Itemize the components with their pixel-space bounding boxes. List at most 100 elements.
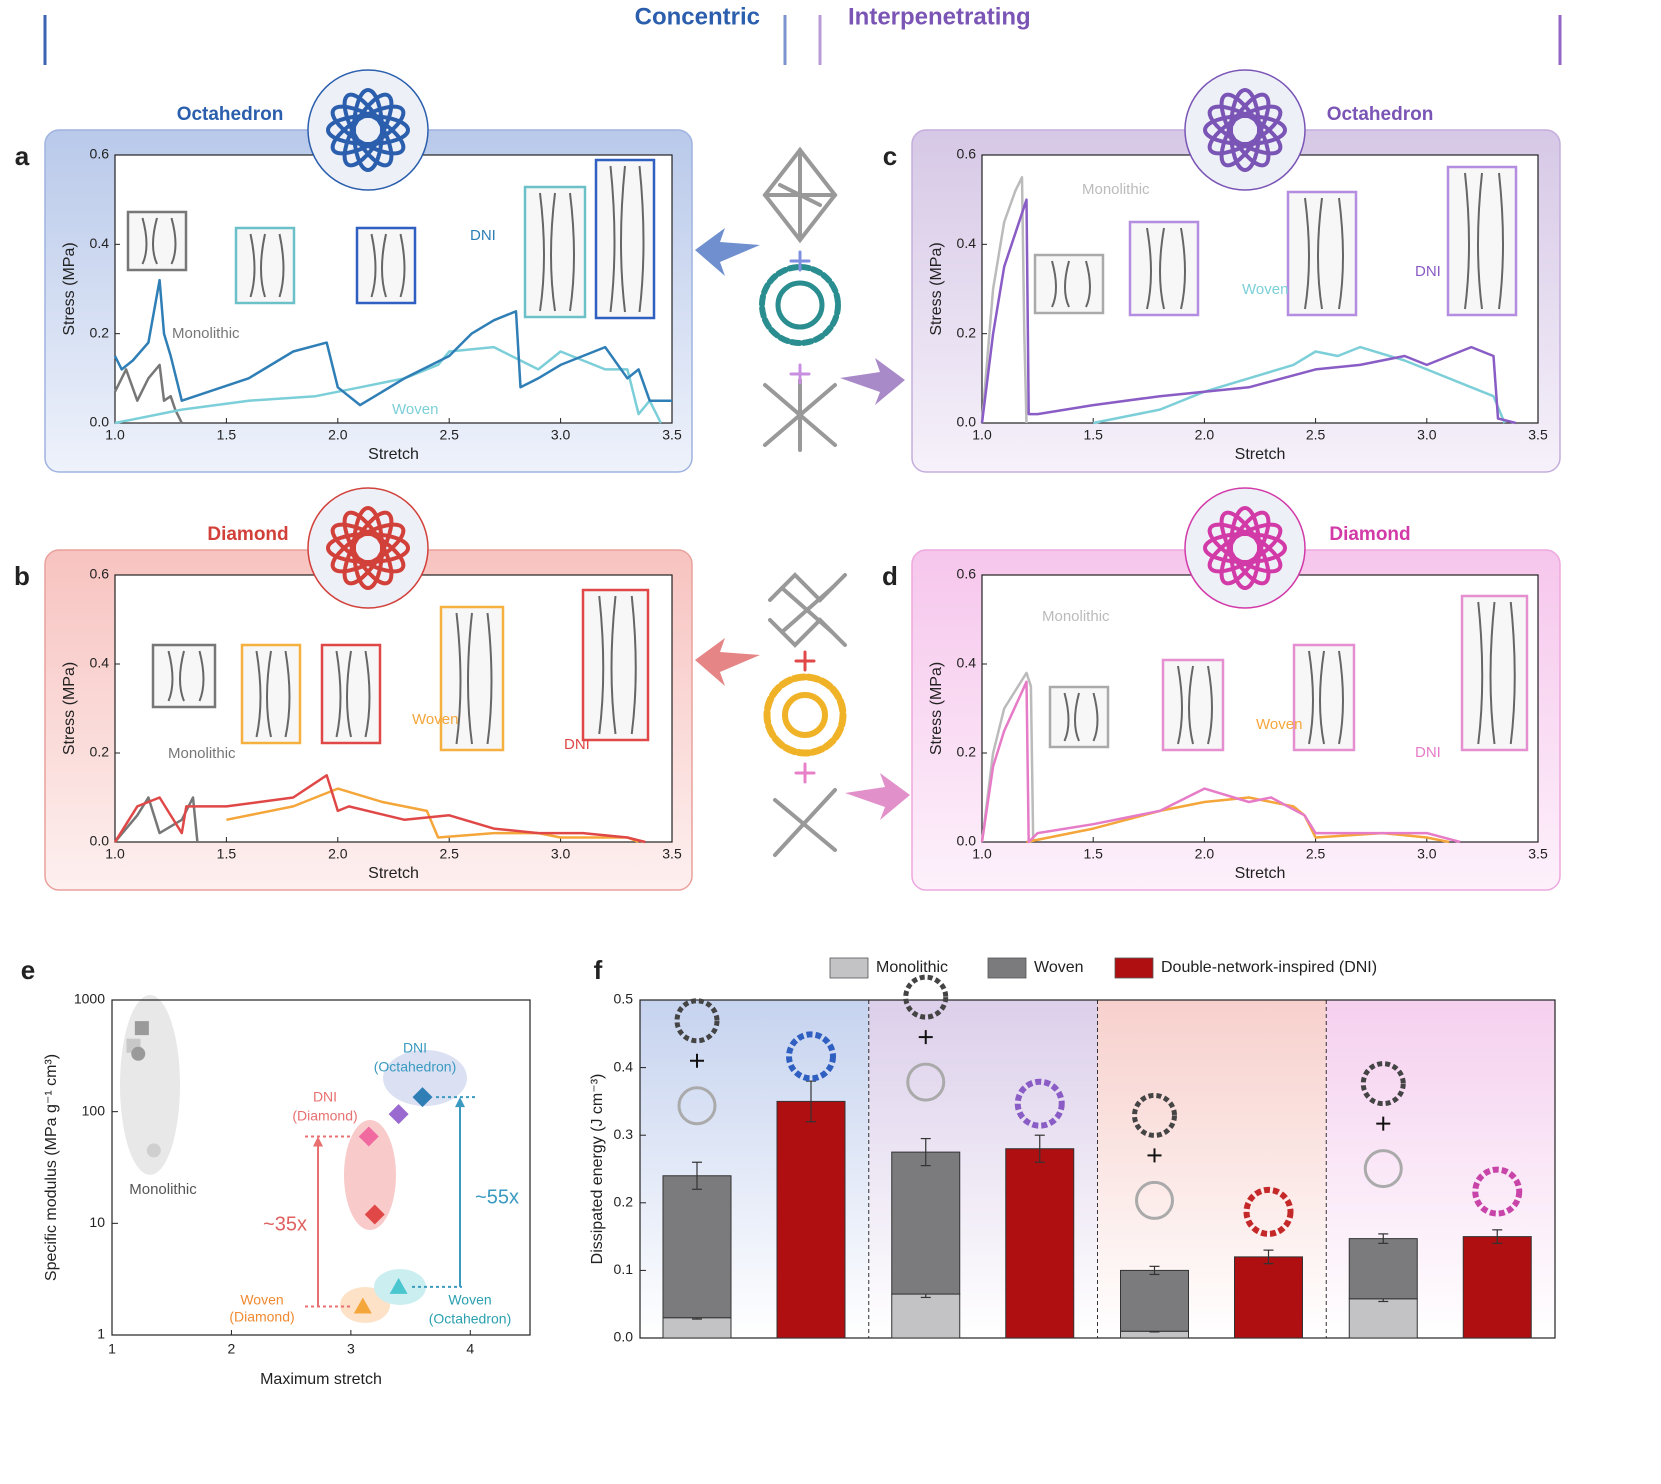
inset-strut xyxy=(1207,665,1213,745)
inset-strut xyxy=(620,165,626,313)
structure-icon xyxy=(677,1086,717,1126)
y-tick-label: 100 xyxy=(82,1102,106,1118)
inset-strut xyxy=(1464,172,1470,310)
inset-frame xyxy=(1446,165,1518,317)
group-shade xyxy=(344,1120,396,1230)
x-tick-label: 3.0 xyxy=(551,846,571,862)
annotation: (Diamond) xyxy=(229,1309,294,1325)
y-tick-label: 0.0 xyxy=(614,1329,634,1345)
x-tick-label: 2.0 xyxy=(1195,846,1215,862)
panel-letter: c xyxy=(883,141,897,171)
inset-frame xyxy=(581,588,650,742)
y-axis-label: Stress (MPa) xyxy=(928,242,945,335)
x-tick-label: 2 xyxy=(228,1341,236,1357)
structure-icon xyxy=(1132,1092,1177,1138)
y-tick-label: 0.4 xyxy=(957,235,977,251)
y-tick-label: 0.6 xyxy=(90,146,110,162)
y-tick-label: 0.6 xyxy=(957,566,977,582)
panel-title: Diamond xyxy=(207,524,288,545)
x-tick-label: 1.5 xyxy=(217,427,237,443)
inset-frame xyxy=(439,605,505,752)
inset-strut xyxy=(1180,227,1186,310)
woven-icon xyxy=(782,692,828,738)
legend-swatch xyxy=(829,957,869,979)
inset-frame xyxy=(355,226,417,305)
annotation: DNI xyxy=(403,1040,427,1056)
x-tick-label: 1.0 xyxy=(105,846,125,862)
plus xyxy=(794,762,816,784)
x-tick-label: 1.0 xyxy=(972,427,992,443)
inset-strut xyxy=(609,165,616,313)
arrow-head xyxy=(455,1097,465,1108)
x-tick-label: 2.5 xyxy=(439,846,459,862)
arrow-right xyxy=(840,358,905,405)
inset-strut xyxy=(284,650,291,738)
x-tick-label: 3.0 xyxy=(1417,846,1437,862)
stress-curve xyxy=(113,774,646,844)
x-tick-label: 3.5 xyxy=(1528,846,1548,862)
inset-strut xyxy=(381,233,387,298)
point xyxy=(146,1143,161,1158)
inset-strut xyxy=(266,650,272,738)
inset-frame xyxy=(523,185,587,319)
y-tick-label: 0.6 xyxy=(957,146,977,162)
x-tick-label: 2.5 xyxy=(1306,846,1326,862)
series-label: DNI xyxy=(470,227,496,244)
y-axis-label: Stress (MPa) xyxy=(61,662,78,755)
plus xyxy=(789,363,811,385)
structure-ring xyxy=(1207,522,1283,574)
arrow-head xyxy=(313,1136,323,1147)
inset-frame xyxy=(320,643,382,745)
inset-strut xyxy=(486,612,493,745)
inset-strut xyxy=(335,650,342,738)
structure-badge xyxy=(307,487,429,609)
series-label: Monolithic xyxy=(1042,608,1110,625)
x-tick-label: 3.0 xyxy=(1417,427,1437,443)
structure-ring xyxy=(330,522,406,574)
y-tick-label: 0.2 xyxy=(957,324,977,340)
y-tick-label: 0.0 xyxy=(957,833,977,849)
stress-curve xyxy=(1026,796,1450,844)
y-axis-label: Stress (MPa) xyxy=(928,662,945,755)
structure-icon xyxy=(1243,1186,1294,1237)
y-tick-label: 0.0 xyxy=(90,414,110,430)
x-tick-label: 3.5 xyxy=(662,427,682,443)
y-tick-label: 0.4 xyxy=(90,235,110,251)
inset-strut xyxy=(1063,692,1070,742)
panel-letter: a xyxy=(15,141,30,171)
structure-icon xyxy=(1363,1149,1403,1189)
inset-strut xyxy=(1051,260,1057,308)
inset-strut xyxy=(364,650,371,738)
point xyxy=(353,1297,372,1314)
plus xyxy=(794,650,816,672)
inset-strut xyxy=(1085,260,1091,308)
inset-strut xyxy=(1074,692,1080,742)
inset-frame xyxy=(151,643,217,709)
point xyxy=(364,1204,385,1225)
structure-icon xyxy=(786,1031,836,1082)
panel-letter: d xyxy=(882,561,898,591)
inset-strut xyxy=(1177,665,1183,745)
y-tick-label: 0.1 xyxy=(614,1261,634,1277)
inset-frame xyxy=(1460,594,1529,752)
inset-strut xyxy=(1338,197,1344,310)
arrow-left xyxy=(695,638,760,686)
structure-icon xyxy=(1472,1166,1523,1217)
stress-curve xyxy=(980,680,1461,844)
structure-ring xyxy=(1207,104,1283,156)
cross-wire xyxy=(773,788,837,857)
inset-strut xyxy=(198,650,205,702)
inset-strut xyxy=(539,192,545,312)
bar-segment xyxy=(1120,1269,1189,1332)
y-tick-label: 0.4 xyxy=(614,1058,634,1074)
y-axis-label: Specific modulus (MPa g⁻¹ cm³) xyxy=(43,1054,60,1281)
panel-title: Octahedron xyxy=(177,104,284,125)
x-tick-label: 2.0 xyxy=(328,846,348,862)
inset-frame xyxy=(1292,643,1356,752)
x-axis-label: Stretch xyxy=(1235,865,1286,882)
structure-badge xyxy=(1184,69,1306,191)
plot-area xyxy=(639,999,1556,1339)
legend-swatch xyxy=(1114,957,1154,979)
panel-letter: f xyxy=(594,955,603,985)
inset-strut xyxy=(455,612,462,745)
